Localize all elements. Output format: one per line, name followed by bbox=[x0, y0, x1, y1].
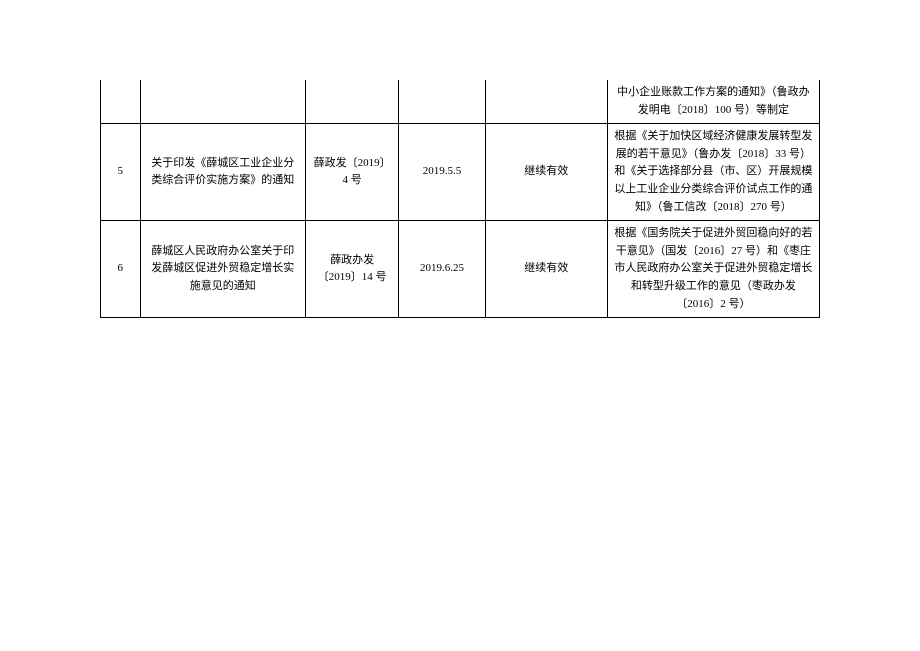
policy-documents-table: 中小企业账款工作方案的通知》（鲁政办发明电〔2018〕100 号）等制定 5 关… bbox=[100, 80, 820, 318]
cell-basis: 根据《关于加快区域经济健康发展转型发展的若干意见》（鲁办发〔2018〕33 号）… bbox=[607, 124, 819, 221]
cell-docno: 薛政发〔2019〕4 号 bbox=[305, 124, 398, 221]
cell-title bbox=[140, 80, 305, 124]
table-row: 6 薛城区人民政府办公室关于印发薛城区促进外贸稳定增长实施意见的通知 薛政办发〔… bbox=[101, 221, 820, 318]
cell-title: 薛城区人民政府办公室关于印发薛城区促进外贸稳定增长实施意见的通知 bbox=[140, 221, 305, 318]
table-row: 中小企业账款工作方案的通知》（鲁政办发明电〔2018〕100 号）等制定 bbox=[101, 80, 820, 124]
cell-status: 继续有效 bbox=[485, 124, 607, 221]
cell-date: 2019.6.25 bbox=[399, 221, 485, 318]
cell-idx: 5 bbox=[101, 124, 141, 221]
cell-idx: 6 bbox=[101, 221, 141, 318]
cell-date: 2019.5.5 bbox=[399, 124, 485, 221]
table-row: 5 关于印发《薛城区工业企业分类综合评价实施方案》的通知 薛政发〔2019〕4 … bbox=[101, 124, 820, 221]
cell-basis: 中小企业账款工作方案的通知》（鲁政办发明电〔2018〕100 号）等制定 bbox=[607, 80, 819, 124]
cell-idx bbox=[101, 80, 141, 124]
cell-status bbox=[485, 80, 607, 124]
cell-title: 关于印发《薛城区工业企业分类综合评价实施方案》的通知 bbox=[140, 124, 305, 221]
cell-status: 继续有效 bbox=[485, 221, 607, 318]
cell-docno bbox=[305, 80, 398, 124]
cell-date bbox=[399, 80, 485, 124]
cell-docno: 薛政办发〔2019〕14 号 bbox=[305, 221, 398, 318]
cell-basis: 根据《国务院关于促进外贸回稳向好的若干意见》（国发〔2016〕27 号）和《枣庄… bbox=[607, 221, 819, 318]
